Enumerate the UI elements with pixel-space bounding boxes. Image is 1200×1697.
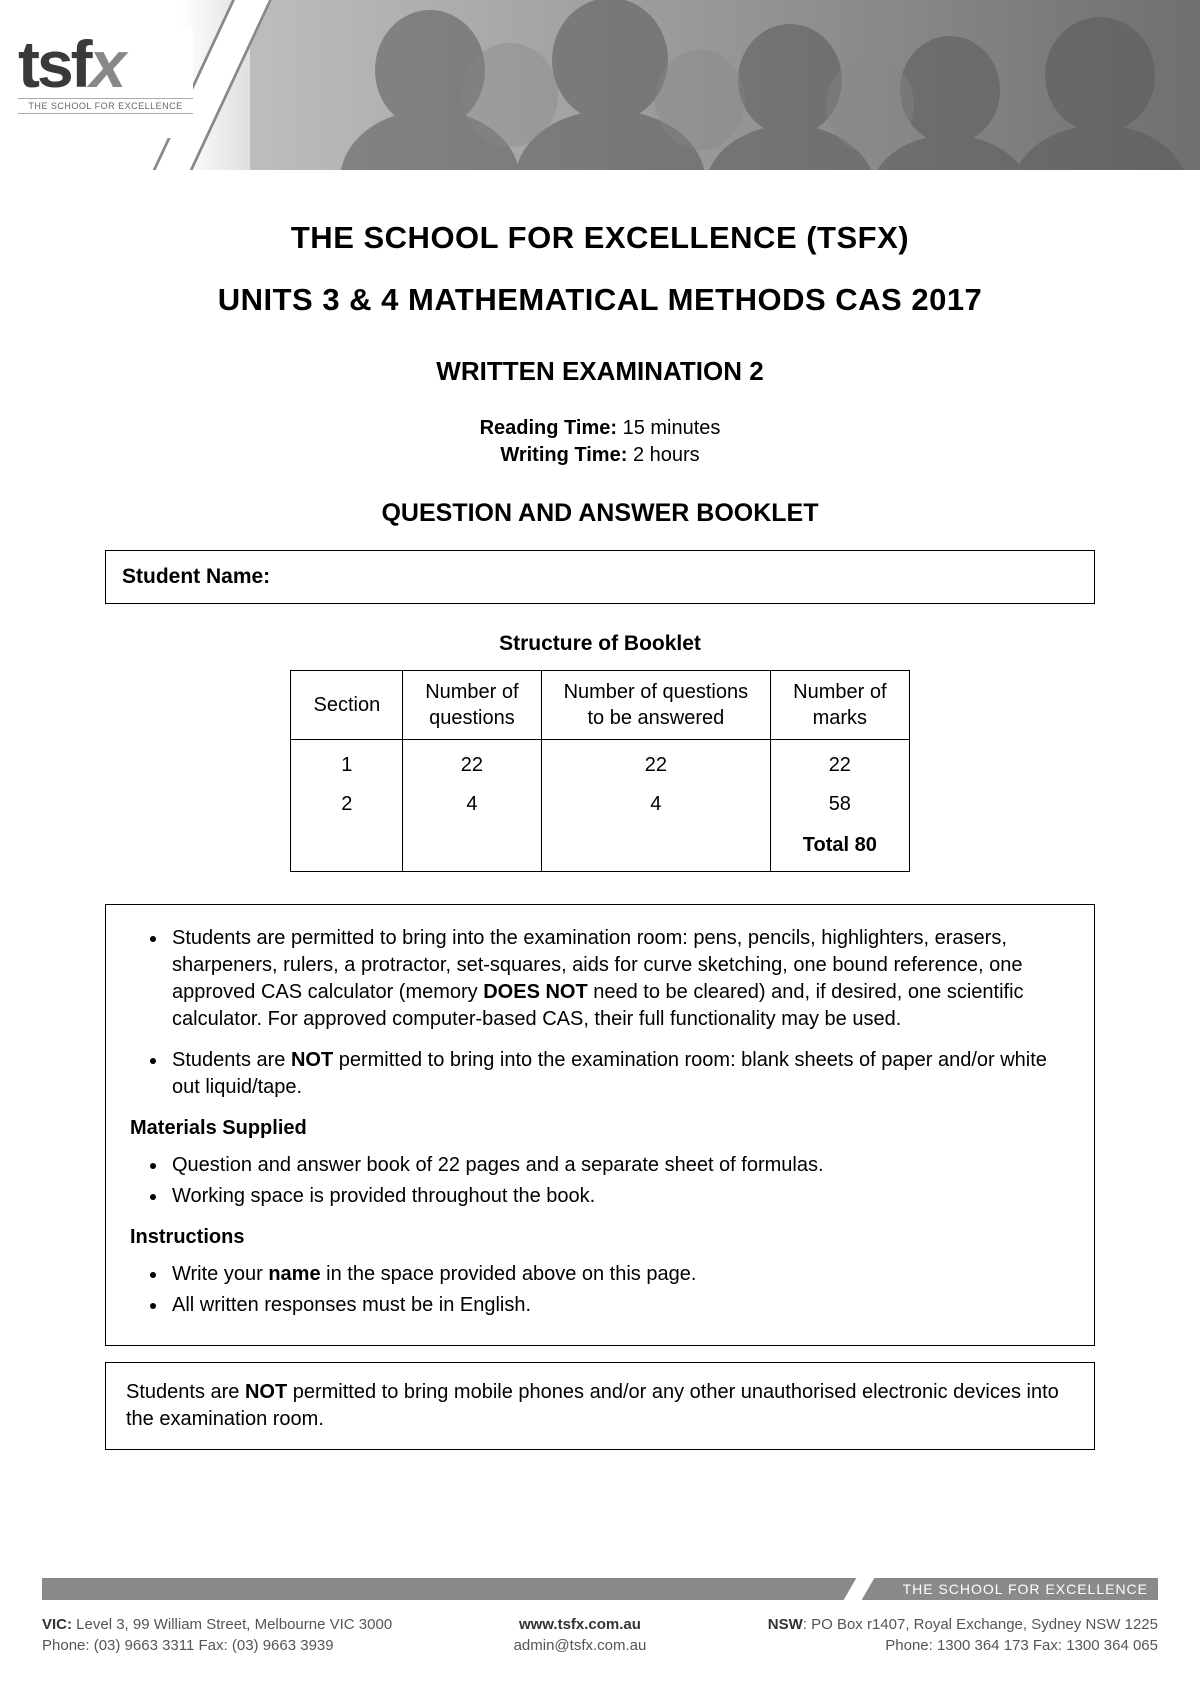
instruction-item: All written responses must be in English… [168,1292,1070,1319]
devices-warning-box: Students are NOT permitted to bring mobi… [105,1362,1095,1450]
student-name-label: Student Name: [122,565,270,588]
structure-title: Structure of Booklet [105,632,1095,656]
exam-cover-page: tsfx THE SCHOOL FOR EXCELLENCE THE SCHOO… [0,0,1200,1697]
time-info: Reading Time: 15 minutes Writing Time: 2… [105,415,1095,469]
booklet-title: QUESTION AND ANSWER BOOKLET [105,499,1095,528]
footer-bar: THE SCHOOL FOR EXCELLENCE [42,1578,1158,1600]
col-section: Section [291,671,403,740]
rule-not-permitted: Students are NOT permitted to bring into… [168,1047,1070,1101]
rules-box: Students are permitted to bring into the… [105,904,1095,1346]
materials-heading: Materials Supplied [130,1115,1070,1142]
table-row: 2 4 4 58 [291,785,909,826]
exam-title: WRITTEN EXAMINATION 2 [105,356,1095,387]
writing-time-label: Writing Time: [500,444,627,466]
materials-item: Working space is provided throughout the… [168,1183,1070,1210]
footer-nsw: NSW: PO Box r1407, Royal Exchange, Sydne… [768,1614,1158,1658]
col-answered: Number of questions to be answered [541,671,771,740]
tsfx-logo: tsfx THE SCHOOL FOR EXCELLENCE [18,28,193,138]
instruction-item: Write your name in the space provided ab… [168,1261,1070,1288]
content-area: THE SCHOOL FOR EXCELLENCE (TSFX) UNITS 3… [0,170,1200,1450]
reading-time-value: 15 minutes [623,417,721,439]
banner-photo-placeholder [250,0,1200,170]
page-footer: THE SCHOOL FOR EXCELLENCE VIC: Level 3, … [0,1578,1200,1697]
table-total-row: Total 80 [291,826,909,872]
logo-subline: THE SCHOOL FOR EXCELLENCE [18,98,193,114]
footer-vic: VIC: Level 3, 99 William Street, Melbour… [42,1614,392,1658]
rule-permitted: Students are permitted to bring into the… [168,925,1070,1033]
logo-x-text: x [90,27,124,101]
instructions-heading: Instructions [130,1224,1070,1251]
reading-time-label: Reading Time: [480,417,617,439]
col-marks: Number of marks [771,671,909,740]
footer-web: www.tsfx.com.au admin@tsfx.com.au [514,1614,647,1658]
col-numq: Number of questions [403,671,541,740]
table-row: 1 22 22 22 [291,740,909,786]
school-title: THE SCHOOL FOR EXCELLENCE (TSFX) [105,220,1095,256]
writing-time-value: 2 hours [633,444,700,466]
structure-table: Section Number of questions Number of qu… [290,670,909,872]
footer-bar-text: THE SCHOOL FOR EXCELLENCE [903,1578,1148,1600]
header-banner: tsfx THE SCHOOL FOR EXCELLENCE [0,0,1200,170]
subject-title: UNITS 3 & 4 MATHEMATICAL METHODS CAS 201… [105,282,1095,318]
student-name-box[interactable]: Student Name: [105,550,1095,604]
materials-item: Question and answer book of 22 pages and… [168,1152,1070,1179]
footer-bar-notch [844,1578,875,1600]
logo-main-text: tsf [18,27,90,101]
